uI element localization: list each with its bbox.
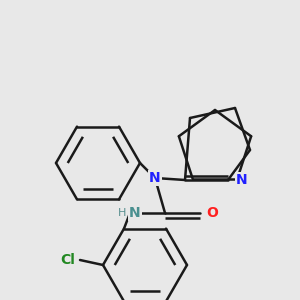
Text: H: H [118, 208, 126, 218]
Text: Cl: Cl [61, 253, 75, 267]
Text: N: N [129, 206, 141, 220]
Text: N: N [149, 171, 161, 185]
Text: N: N [236, 173, 248, 187]
Text: O: O [206, 206, 218, 220]
